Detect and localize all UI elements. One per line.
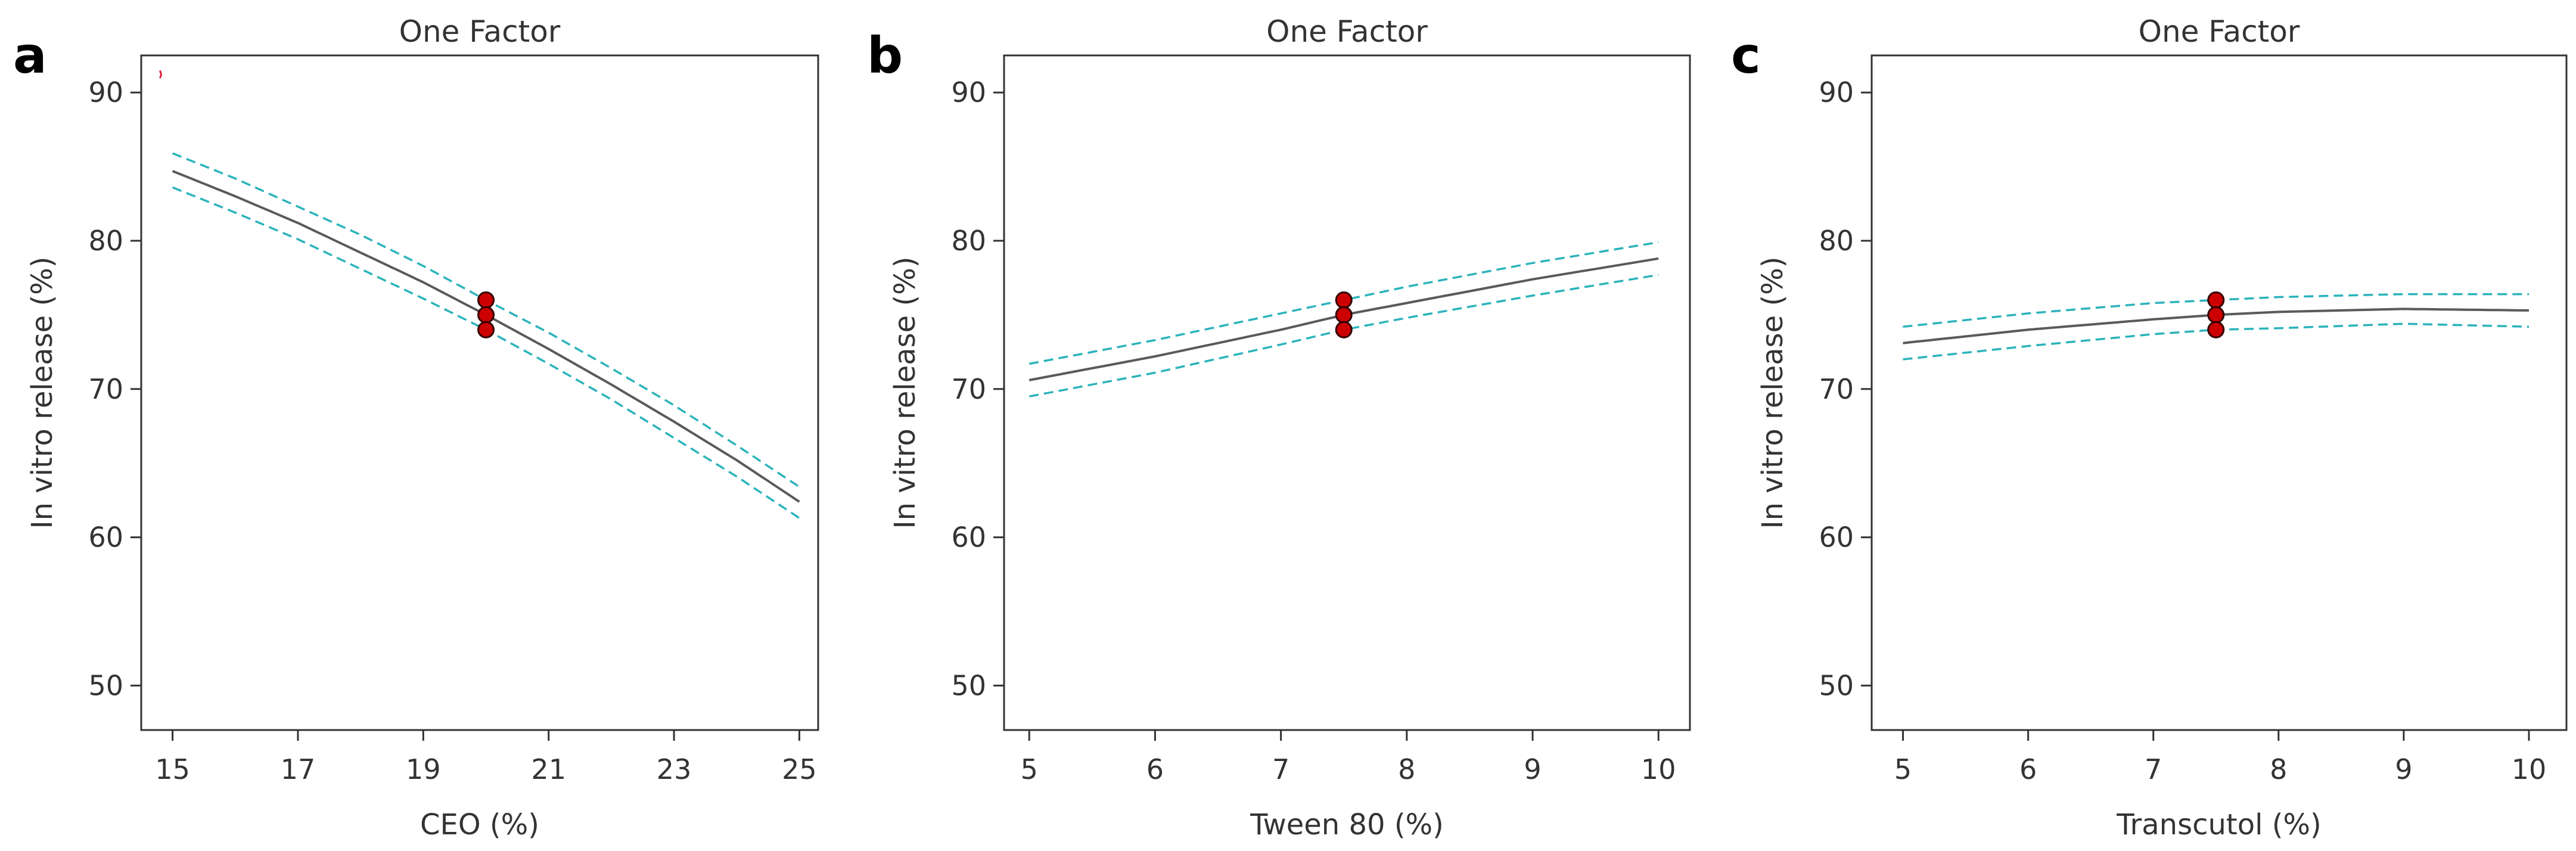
x-tick-label: 10 [1641,753,1676,785]
y-tick-label: 70 [88,373,123,405]
x-tick-label: 6 [2019,753,2037,785]
x-tick-label: 5 [1894,753,1912,785]
x-tick-label: 15 [155,753,190,785]
design-point [1335,321,1353,338]
design-point [1335,291,1353,309]
y-axis-label: In vitro release (%) [888,256,922,529]
y-tick-label: 70 [951,373,986,405]
x-tick-label: 23 [657,753,692,785]
chart-title: One Factor [399,14,561,49]
y-tick-label: 60 [88,521,123,554]
panel-c: c One Factor 5 6 7 8 9 10 50 60 70 80 90 Transcutol (… [1731,14,2568,841]
x-axis-label: CEO (%) [420,808,539,841]
design-point [2207,306,2225,324]
y-tick-label: 50 [951,669,986,701]
y-tick-label: 50 [88,669,123,701]
x-tick-label: 7 [1272,753,1289,785]
y-axis-label: In vitro release (%) [1756,256,1789,529]
design-point [2207,321,2225,338]
plot-frame [1870,54,2568,731]
x-tick-label: 10 [2512,753,2547,785]
panel-letter: c [1731,26,1761,85]
y-tick-label: 80 [951,225,986,257]
x-tick-label: 8 [1398,753,1415,785]
x-axis-label: Tween 80 (%) [1250,808,1444,841]
x-tick-label: 19 [406,753,441,785]
x-tick-label: 9 [1524,753,1541,785]
x-tick-label: 9 [2395,753,2412,785]
panel-a: a One Factor 15 17 19 21 23 25 50 60 70 80 90 CEO (%)… [13,14,819,841]
x-axis-label: Transcutol (%) [2116,808,2322,841]
y-tick-label: 60 [951,521,986,554]
design-point [2207,291,2225,309]
design-point [477,306,495,324]
y-tick-label: 90 [88,76,123,108]
design-point [477,291,495,309]
x-tick-label: 7 [2145,753,2162,785]
x-tick-label: 17 [281,753,316,785]
plot-frame [1003,54,1691,731]
design-point [1335,306,1353,324]
x-tick-label: 6 [1146,753,1164,785]
stray-mark [159,70,163,79]
panel-letter: b [867,26,903,85]
y-tick-label: 90 [951,76,986,108]
y-axis-label: In vitro release (%) [26,256,59,529]
panel-letter: a [13,26,47,85]
plot-frame [140,54,819,731]
chart-title: One Factor [1266,14,1428,49]
y-tick-label: 80 [88,225,123,257]
x-tick-label: 21 [531,753,566,785]
lower-ci-line [172,186,800,519]
y-tick-label: 90 [1819,76,1854,108]
y-tick-label: 80 [1819,225,1854,257]
y-tick-label: 60 [1819,521,1854,554]
x-tick-label: 8 [2270,753,2287,785]
chart-title: One Factor [2139,14,2300,49]
y-tick-label: 50 [1819,669,1854,701]
panel-b: b One Factor 5 6 7 8 9 10 50 60 70 80 90 Tween 80 (%)… [867,14,1691,841]
x-tick-label: 25 [782,753,817,785]
design-point [477,321,495,338]
x-tick-label: 5 [1021,753,1038,785]
y-tick-label: 70 [1819,373,1854,405]
